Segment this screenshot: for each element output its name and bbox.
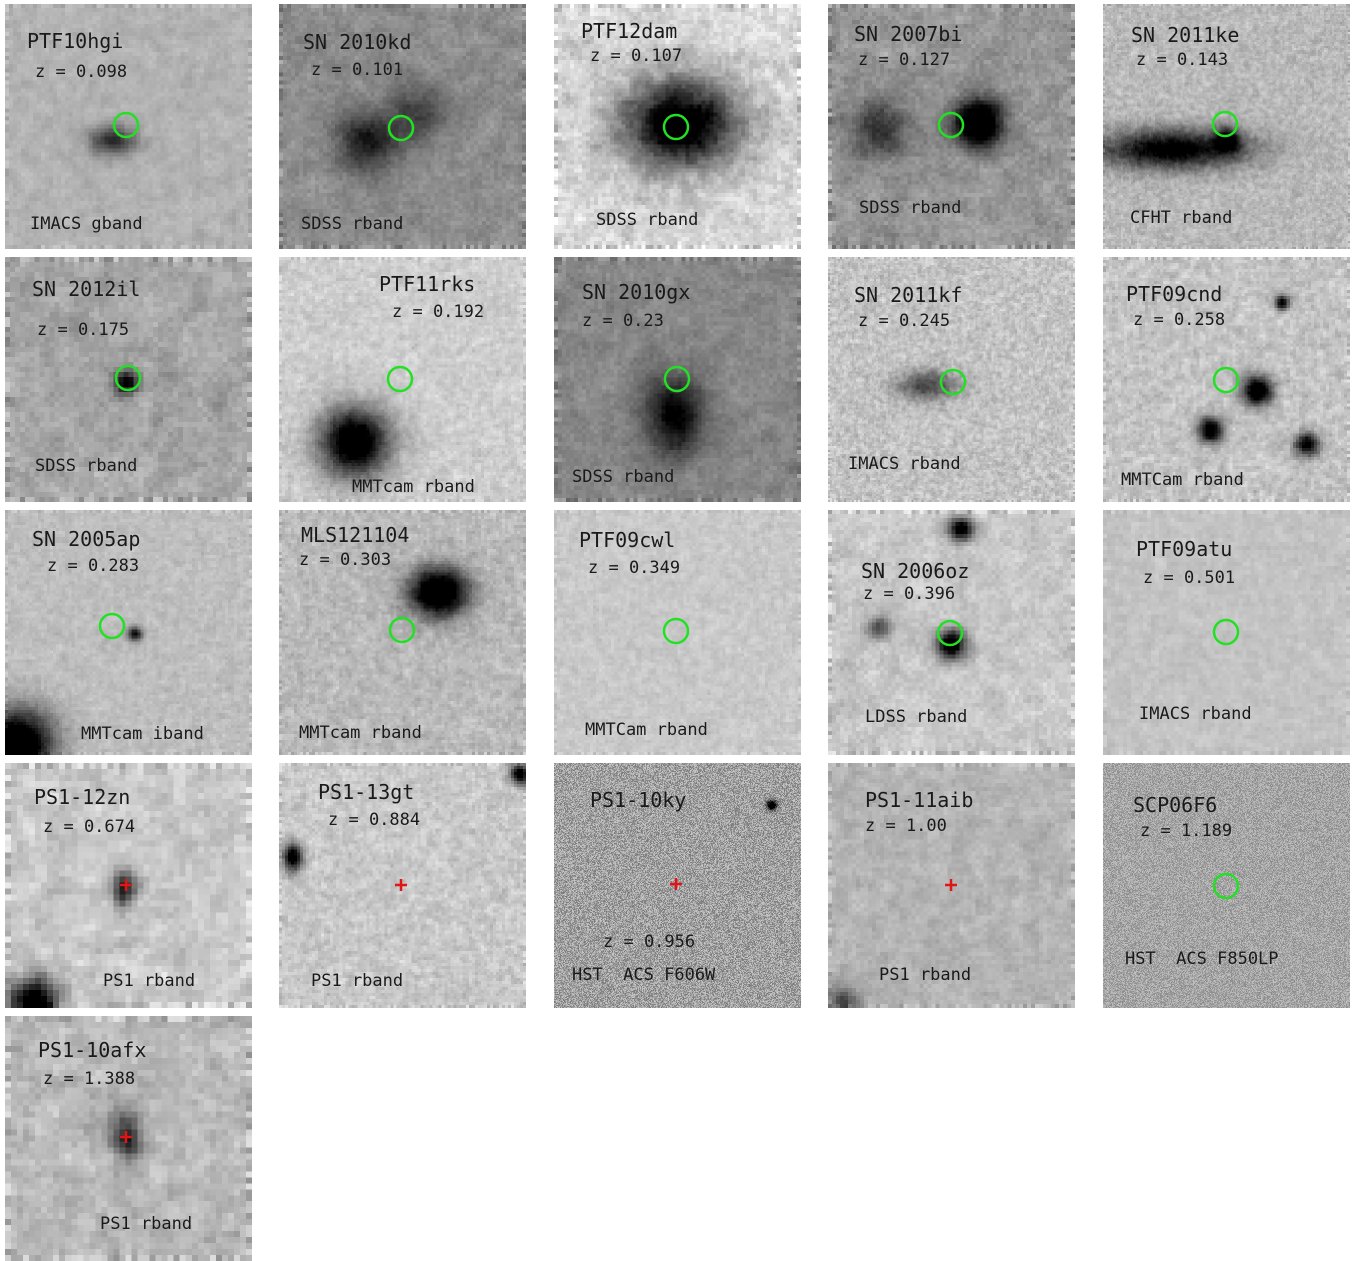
image-panel-2: SN 2010kd z = 0.101 SDSS rband — [279, 4, 526, 249]
redshift-label: z = 0.107 — [590, 46, 683, 66]
image-panel-14: SN 2006oz z = 0.396 LDSS rband — [828, 510, 1075, 755]
instrument-band-label: MMTCam rband — [585, 720, 708, 740]
object-name: PTF10hgi — [27, 29, 124, 53]
object-name: PS1-10ky — [590, 788, 687, 812]
image-panel-21: PS1-10afx z = 1.388 PS1 rband — [5, 1016, 252, 1261]
instrument-band-label: PS1 rband — [311, 971, 404, 991]
object-name: SN 2010kd — [303, 30, 412, 54]
image-panel-13: PTF09cwl z = 0.349 MMTCam rband — [554, 510, 801, 755]
image-panel-16: PS1-12zn z = 0.674 PS1 rband — [5, 763, 252, 1008]
object-name: SN 2012il — [32, 277, 141, 301]
redshift-label: z = 0.192 — [392, 302, 485, 322]
object-name: SN 2010gx — [582, 280, 691, 304]
object-name: PTF09cwl — [579, 528, 676, 552]
redshift-label: z = 0.303 — [299, 550, 392, 570]
instrument-band-label: IMACS rband — [848, 454, 961, 474]
object-name: PS1-11aib — [865, 788, 974, 812]
object-name: SN 2005ap — [32, 527, 141, 551]
instrument-band-label: IMACS gband — [30, 214, 143, 234]
instrument-band-label: IMACS rband — [1139, 704, 1252, 724]
instrument-band-label: MMTcam iband — [81, 724, 204, 744]
object-name: PTF09atu — [1136, 537, 1233, 561]
object-name: SCP06F6 — [1133, 793, 1218, 817]
redshift-label: z = 0.501 — [1143, 568, 1236, 588]
redshift-label: z = 0.258 — [1133, 310, 1226, 330]
object-name: PS1-10afx — [38, 1038, 147, 1062]
instrument-band-label: SDSS rband — [596, 210, 699, 230]
instrument-band-label: SDSS rband — [35, 456, 138, 476]
redshift-label: z = 0.101 — [311, 60, 404, 80]
redshift-label: z = 0.143 — [1136, 50, 1229, 70]
image-panel-8: SN 2010gx z = 0.23 SDSS rband — [554, 257, 801, 502]
redshift-label: z = 0.127 — [858, 50, 951, 70]
object-name: SN 2006oz — [861, 559, 970, 583]
image-panel-4: SN 2007bi z = 0.127 SDSS rband — [828, 4, 1075, 249]
object-name: SN 2011ke — [1131, 23, 1240, 47]
redshift-label: z = 0.283 — [47, 556, 140, 576]
instrument-band-label: HST ACS F850LP — [1125, 949, 1279, 969]
image-panel-11: SN 2005ap z = 0.283 MMTcam iband — [5, 510, 252, 755]
instrument-band-label: PS1 rband — [103, 971, 196, 991]
redshift-label: z = 0.23 — [582, 311, 664, 331]
image-panel-6: SN 2012il z = 0.175 SDSS rband — [5, 257, 252, 502]
image-panel-18: PS1-10ky z = 0.956 HST ACS F606W — [554, 763, 801, 1008]
instrument-band-label: CFHT rband — [1130, 208, 1233, 228]
instrument-band-label: PS1 rband — [879, 965, 972, 985]
instrument-band-label: SDSS rband — [859, 198, 962, 218]
image-panel-3: PTF12dam z = 0.107 SDSS rband — [554, 4, 801, 249]
panel-image — [5, 510, 252, 755]
object-name: MLS121104 — [301, 523, 410, 547]
object-name: PS1-12zn — [34, 785, 131, 809]
object-name: SN 2007bi — [854, 22, 963, 46]
instrument-band-label: LDSS rband — [865, 707, 968, 727]
redshift-label: z = 0.884 — [328, 810, 421, 830]
instrument-band-label: SDSS rband — [572, 467, 675, 487]
redshift-label: z = 0.098 — [35, 62, 128, 82]
redshift-label: z = 1.189 — [1140, 821, 1233, 841]
redshift-label: z = 1.388 — [43, 1069, 136, 1089]
image-panel-5: SN 2011ke z = 0.143 CFHT rband — [1103, 4, 1350, 249]
instrument-band-label: MMTCam rband — [1121, 470, 1244, 490]
redshift-label: z = 1.00 — [865, 816, 947, 836]
redshift-label: z = 0.175 — [37, 320, 130, 340]
object-name: PTF09cnd — [1126, 282, 1223, 306]
instrument-band-label: MMTcam rband — [352, 477, 475, 497]
instrument-band-label: SDSS rband — [301, 214, 404, 234]
image-panel-7: PTF11rks z = 0.192 MMTcam rband — [279, 257, 526, 502]
image-panel-9: SN 2011kf z = 0.245 IMACS rband — [828, 257, 1075, 502]
image-panel-20: SCP06F6 z = 1.189 HST ACS F850LP — [1103, 763, 1350, 1008]
redshift-label: z = 0.674 — [43, 817, 136, 837]
object-name: SN 2011kf — [854, 283, 963, 307]
object-name: PS1-13gt — [318, 780, 415, 804]
redshift-label: z = 0.956 — [603, 932, 696, 952]
instrument-band-label: PS1 rband — [100, 1214, 193, 1234]
redshift-label: z = 0.349 — [588, 558, 681, 578]
image-panel-12: MLS121104 z = 0.303 MMTcam rband — [279, 510, 526, 755]
image-panel-15: PTF09atu z = 0.501 IMACS rband — [1103, 510, 1350, 755]
object-name: PTF11rks — [379, 272, 476, 296]
redshift-label: z = 0.245 — [858, 311, 951, 331]
instrument-band-label: MMTcam rband — [299, 723, 422, 743]
instrument-band-label: HST ACS F606W — [572, 965, 716, 985]
image-panel-1: PTF10hgi z = 0.098 IMACS gband — [5, 4, 252, 249]
image-panel-19: PS1-11aib z = 1.00 PS1 rband — [828, 763, 1075, 1008]
image-panel-10: PTF09cnd z = 0.258 MMTCam rband — [1103, 257, 1350, 502]
image-panel-17: PS1-13gt z = 0.884 PS1 rband — [279, 763, 526, 1008]
object-name: PTF12dam — [581, 19, 678, 43]
redshift-label: z = 0.396 — [863, 584, 956, 604]
